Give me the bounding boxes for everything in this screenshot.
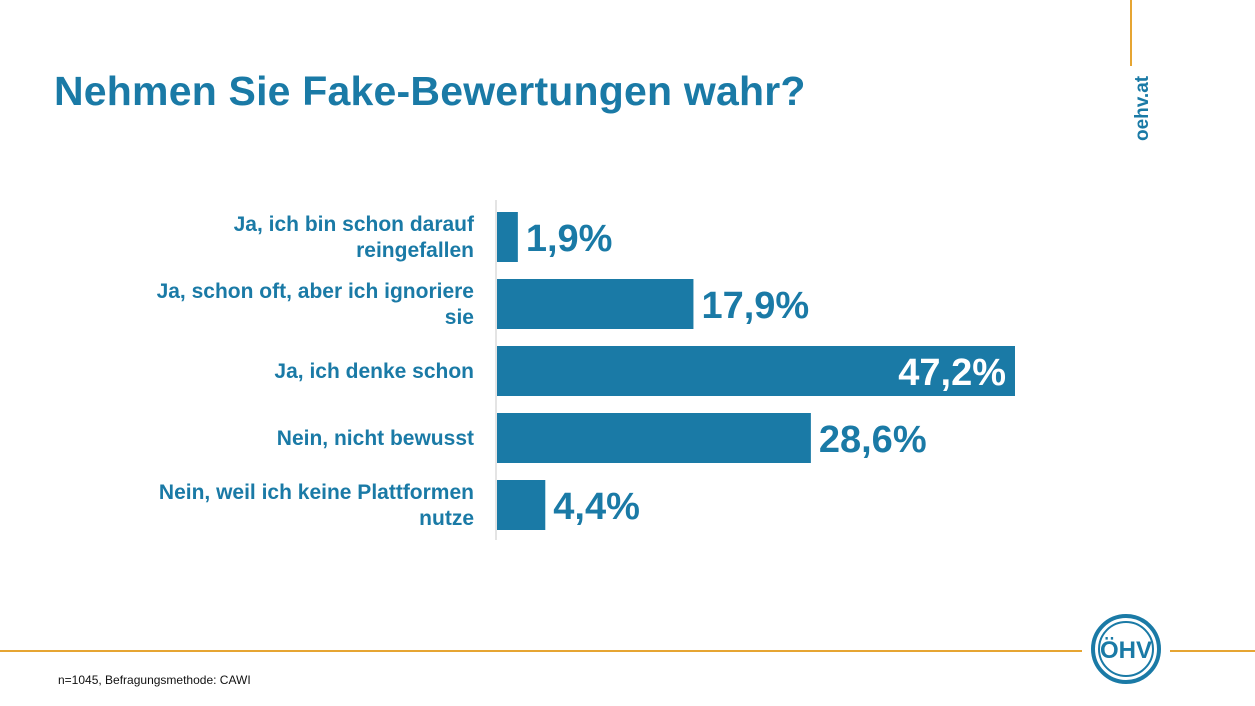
category-label-1: Ja, schon oft, aber ich ignoriere sie [157,280,474,329]
footer-line-right [1170,650,1255,652]
value-label-3: 28,6% [819,419,927,461]
bar-4 [497,480,546,530]
category-label-4: Nein, weil ich keine Plattformen nutze [159,481,474,530]
category-label-0: Ja, ich bin schon darauf reingefallen [234,213,475,262]
bar-3 [497,413,811,463]
top-accent-line [1130,0,1132,66]
category-label-3: Nein, nicht bewusst [277,427,474,450]
value-label-1: 17,9% [701,285,809,327]
bar-1 [497,279,694,329]
footer-line-left [0,650,1082,652]
sample-footnote: n=1045, Befragungsmethode: CAWI [58,673,251,687]
value-label-0: 1,9% [526,218,613,260]
svg-text:ÖHV: ÖHV [1100,637,1152,664]
value-label-2: 47,2% [898,352,1006,394]
category-label-2: Ja, ich denke schon [274,360,474,383]
value-label-4: 4,4% [553,486,640,528]
oehv-logo: ÖHV [1091,614,1161,684]
page-title: Nehmen Sie Fake-Bewertungen wahr? [54,68,806,114]
bar-0 [497,212,518,262]
bar-2 [497,346,1015,396]
